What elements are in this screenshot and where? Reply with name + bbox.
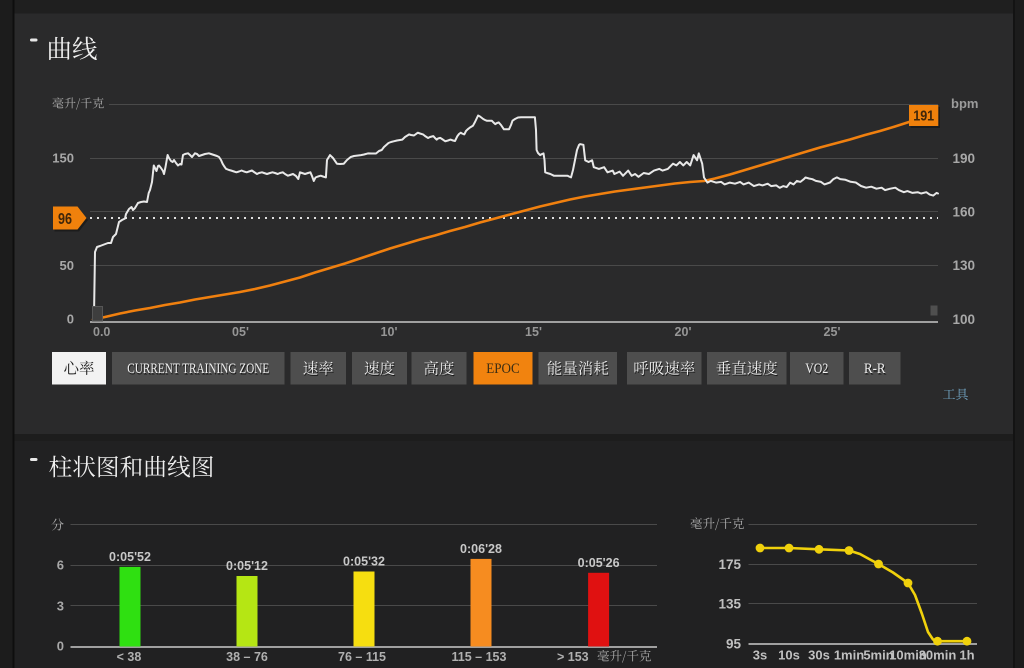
svg-text:15': 15' [525,325,542,339]
svg-text:95: 95 [726,637,742,652]
svg-text:bpm: bpm [951,96,978,111]
svg-text:0: 0 [67,312,74,327]
svg-text:CURRENT TRAINING ZONE: CURRENT TRAINING ZONE [127,361,269,377]
svg-text:CURRENT TRAINING ZONE: CURRENT TRAINING ZONE [128,362,270,378]
svg-text:130: 130 [953,258,976,273]
svg-text:5min: 5min [863,648,893,663]
svg-text:3s: 3s [753,648,767,663]
svg-text:0.0: 0.0 [93,325,110,339]
svg-text:6: 6 [57,558,64,573]
svg-text:10s: 10s [778,648,800,663]
svg-text:R-R: R-R [865,362,887,378]
svg-text:10min: 10min [889,648,927,663]
svg-text:30s: 30s [808,648,830,663]
svg-text:1h: 1h [959,648,974,663]
svg-text:190: 190 [953,151,976,166]
svg-text:3: 3 [57,598,64,613]
svg-text:191: 191 [913,108,934,125]
svg-text:50: 50 [60,258,74,273]
svg-text:135: 135 [718,597,741,612]
svg-text:115 – 153: 115 – 153 [452,650,507,664]
svg-text:0:06'28: 0:06'28 [460,542,502,556]
svg-text:76 – 115: 76 – 115 [338,650,386,664]
svg-text:EPOC: EPOC [486,361,520,377]
svg-text:0:05'12: 0:05'12 [226,559,268,573]
svg-text:05': 05' [232,325,249,339]
svg-text:< 38: < 38 [117,650,142,664]
svg-text:VO2: VO2 [805,361,828,377]
svg-text:150: 150 [52,151,74,166]
svg-text:0: 0 [57,639,64,654]
svg-text:25': 25' [824,325,841,339]
svg-text:100: 100 [953,312,976,327]
svg-text:R-R: R-R [864,361,886,377]
svg-text:0:05'32: 0:05'32 [343,555,385,569]
svg-text:160: 160 [953,205,976,220]
svg-text:96: 96 [58,211,72,228]
svg-text:175: 175 [718,557,741,572]
svg-text:0:05'26: 0:05'26 [578,556,620,570]
svg-text:0:05'52: 0:05'52 [109,550,151,564]
svg-text:10': 10' [381,325,398,339]
svg-text:> 153: > 153 [557,650,589,664]
svg-text:20': 20' [675,325,692,339]
svg-text:1min: 1min [834,648,864,663]
svg-text:VO2: VO2 [806,362,829,378]
svg-text:30min: 30min [919,648,957,663]
svg-text:38 – 76: 38 – 76 [226,650,268,664]
